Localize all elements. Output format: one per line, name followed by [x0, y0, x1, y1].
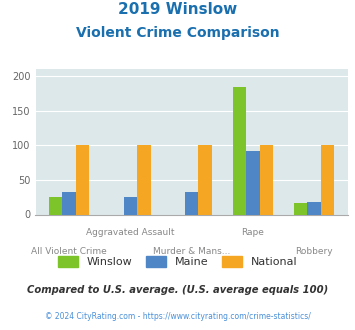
Bar: [49, 197, 62, 215]
Text: Robbery: Robbery: [295, 248, 333, 256]
Text: Rape: Rape: [241, 228, 264, 237]
Text: Compared to U.S. average. (U.S. average equals 100): Compared to U.S. average. (U.S. average …: [27, 285, 328, 295]
Text: © 2024 CityRating.com - https://www.cityrating.com/crime-statistics/: © 2024 CityRating.com - https://www.city…: [45, 312, 310, 321]
Text: 2019 Winslow: 2019 Winslow: [118, 2, 237, 16]
Bar: [260, 145, 273, 214]
Bar: [307, 202, 321, 215]
Text: Violent Crime Comparison: Violent Crime Comparison: [76, 26, 279, 40]
Text: All Violent Crime: All Violent Crime: [31, 248, 107, 256]
Bar: [185, 192, 198, 214]
Bar: [233, 86, 246, 214]
Text: Murder & Mans...: Murder & Mans...: [153, 248, 230, 256]
Legend: Winslow, Maine, National: Winslow, Maine, National: [53, 251, 302, 271]
Bar: [321, 145, 334, 214]
Bar: [137, 145, 151, 214]
Bar: [294, 203, 307, 214]
Bar: [198, 145, 212, 214]
Bar: [76, 145, 89, 214]
Bar: [62, 192, 76, 214]
Bar: [124, 197, 137, 215]
Bar: [246, 151, 260, 214]
Text: Aggravated Assault: Aggravated Assault: [86, 228, 175, 237]
